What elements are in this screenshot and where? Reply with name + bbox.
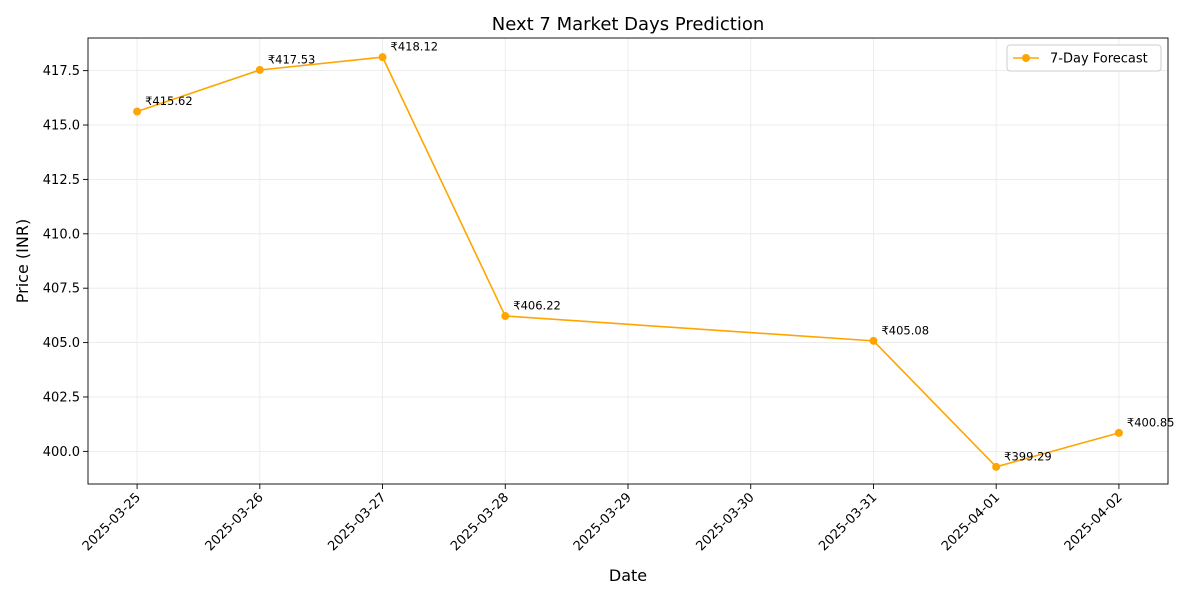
data-label: ₹418.12 xyxy=(391,40,439,54)
y-tick-label: 402.5 xyxy=(43,390,80,405)
data-point xyxy=(1114,428,1123,437)
y-tick-label: 412.5 xyxy=(43,173,80,188)
y-axis-ticks: 400.0 402.5 405.0 407.5 410.0 412.5 415.0 417.5 xyxy=(43,64,88,460)
data-label-layer: ₹415.62 ₹417.53 ₹418.12 ₹406.22 ₹405.08 ₹399.… xyxy=(145,40,1174,464)
y-tick-label: 405.0 xyxy=(43,336,80,351)
data-point xyxy=(501,312,510,321)
x-tick-label: 2025-03-29 xyxy=(571,490,635,554)
x-tick-label: 2025-04-02 xyxy=(1062,490,1126,554)
data-label: ₹415.62 xyxy=(145,94,193,108)
x-axis-label: Date xyxy=(609,566,647,585)
data-point xyxy=(255,65,264,74)
y-tick-label: 417.5 xyxy=(43,64,80,79)
data-point xyxy=(992,462,1001,471)
data-label: ₹417.53 xyxy=(268,52,316,66)
data-label: ₹400.85 xyxy=(1127,415,1175,429)
chart-title: Next 7 Market Days Prediction xyxy=(492,14,765,35)
x-tick-label: 2025-03-26 xyxy=(203,490,267,554)
legend-box xyxy=(1006,44,1162,72)
x-tick-label: 2025-04-01 xyxy=(939,490,1003,554)
legend-entry-label: 7-Day Forecast xyxy=(1050,52,1148,67)
data-label: ₹405.08 xyxy=(881,323,929,337)
legend: 7-Day Forecast xyxy=(1006,44,1162,72)
y-tick-label: 415.0 xyxy=(43,119,80,134)
y-tick-label: 407.5 xyxy=(43,282,80,297)
data-point xyxy=(133,107,142,116)
data-point xyxy=(869,336,878,345)
point-layer xyxy=(133,53,1123,471)
x-tick-label: 2025-03-25 xyxy=(80,490,144,554)
x-tick-label: 2025-03-28 xyxy=(448,490,512,554)
x-tick-label: 2025-03-31 xyxy=(816,490,880,554)
x-axis-ticks: 2025-03-25 2025-03-26 2025-03-27 2025-03-28… xyxy=(80,484,1126,554)
data-label: ₹406.22 xyxy=(513,299,561,313)
x-tick-label: 2025-03-27 xyxy=(325,490,389,554)
legend-marker-icon xyxy=(1022,54,1030,62)
data-label: ₹399.29 xyxy=(1004,449,1052,463)
x-tick-label: 2025-03-30 xyxy=(694,490,758,554)
data-point xyxy=(378,53,387,62)
y-axis-label: Price (INR) xyxy=(13,219,32,303)
grid-layer xyxy=(88,38,1168,484)
y-tick-label: 400.0 xyxy=(43,445,80,460)
y-tick-label: 410.0 xyxy=(43,227,80,242)
